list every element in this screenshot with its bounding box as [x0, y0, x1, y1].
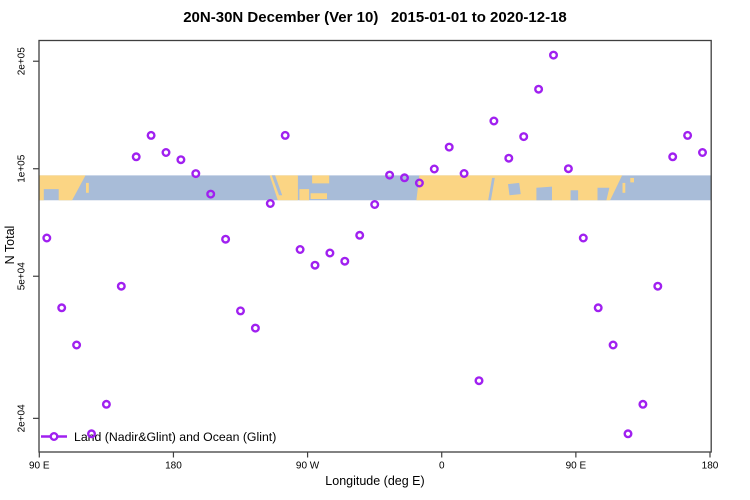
- data-point: [101, 399, 111, 409]
- data-point: [340, 256, 350, 266]
- data-point: [563, 164, 573, 174]
- ocean-gulf-of-california: [271, 175, 283, 196]
- land-yucatan: [299, 189, 310, 201]
- data-point: [474, 376, 484, 386]
- x-tick-label: 180: [165, 461, 182, 472]
- ocean-strip: [39, 175, 712, 201]
- data-point: [310, 260, 320, 270]
- data-point: [668, 152, 678, 162]
- y-axis-label: N Total: [3, 225, 17, 265]
- data-point: [698, 147, 708, 157]
- world-map-strip: [39, 175, 712, 201]
- data-point: [221, 234, 231, 244]
- y-tick-label: 5e+04: [17, 262, 28, 291]
- land-mexico: [269, 175, 298, 201]
- data-point: [265, 198, 275, 208]
- ocean-red-sea: [488, 177, 495, 201]
- data-point: [325, 248, 335, 258]
- ocean-bay-of-bengal: [570, 190, 579, 201]
- land-florida-bahamas: [312, 175, 330, 184]
- scatter-points: [42, 50, 708, 439]
- land-ryukyu: [630, 177, 634, 183]
- data-point: [519, 132, 529, 142]
- data-point: [429, 164, 439, 174]
- land-taiwan-repeat: [622, 182, 626, 193]
- data-point: [608, 340, 618, 350]
- y-tick-label: 2e+05: [17, 47, 28, 76]
- data-point: [653, 281, 663, 291]
- legend-marker: [41, 432, 67, 442]
- data-point: [235, 306, 245, 316]
- data-point: [489, 116, 499, 126]
- chart-title: 20N-30N December (Ver 10) 2015-01-01 to …: [183, 9, 567, 26]
- ocean-arabian-sea: [536, 186, 552, 201]
- data-point: [593, 303, 603, 313]
- data-point: [370, 199, 380, 209]
- data-point: [444, 142, 454, 152]
- data-point: [280, 130, 290, 140]
- data-point: [504, 153, 514, 163]
- x-tick-label: 90 E: [566, 461, 587, 472]
- data-point: [161, 147, 171, 157]
- land-africa-arabia-sasia: [416, 175, 623, 201]
- data-point: [116, 281, 126, 291]
- x-tick-label: 0: [439, 461, 445, 472]
- data-point: [400, 173, 410, 183]
- data-point: [295, 244, 305, 254]
- x-axis-label: Longitude (deg E): [325, 474, 425, 488]
- legend-point: [49, 432, 59, 442]
- data-point: [72, 340, 82, 350]
- x-tick-label: 90 E: [29, 461, 50, 472]
- data-point: [146, 130, 156, 140]
- data-point: [206, 189, 216, 199]
- x-tick-label: 90 W: [296, 461, 320, 472]
- data-point: [414, 178, 424, 188]
- data-point: [57, 303, 67, 313]
- ocean-persian-gulf: [508, 182, 521, 196]
- land-asia-east: [39, 175, 86, 201]
- y-tick-label: 1e+05: [17, 154, 28, 183]
- legend-label: Land (Nadir&Glint) and Ocean (Glint): [74, 430, 277, 444]
- data-point: [683, 130, 693, 140]
- data-point: [385, 170, 395, 180]
- land-cuba: [310, 193, 327, 199]
- data-point: [131, 152, 141, 162]
- data-point: [623, 429, 633, 439]
- data-point: [578, 233, 588, 243]
- data-point: [176, 155, 186, 165]
- plot-border: [38, 39, 712, 453]
- ocean-south-china-sea: [597, 187, 610, 201]
- data-point: [191, 169, 201, 179]
- data-point: [42, 233, 52, 243]
- data-point: [534, 84, 544, 94]
- data-point: [459, 168, 469, 178]
- axes: 90 E 180 90 W 0 90 E 180 2e+04 5e+04 1e+05 2e+05: [17, 39, 719, 472]
- data-point: [549, 50, 559, 60]
- land-taiwan: [86, 182, 89, 193]
- data-point: [250, 323, 260, 333]
- x-tick-label: 180: [702, 461, 719, 472]
- data-point: [355, 230, 365, 240]
- y-tick-label: 2e+04: [17, 404, 28, 433]
- data-point: [638, 399, 648, 409]
